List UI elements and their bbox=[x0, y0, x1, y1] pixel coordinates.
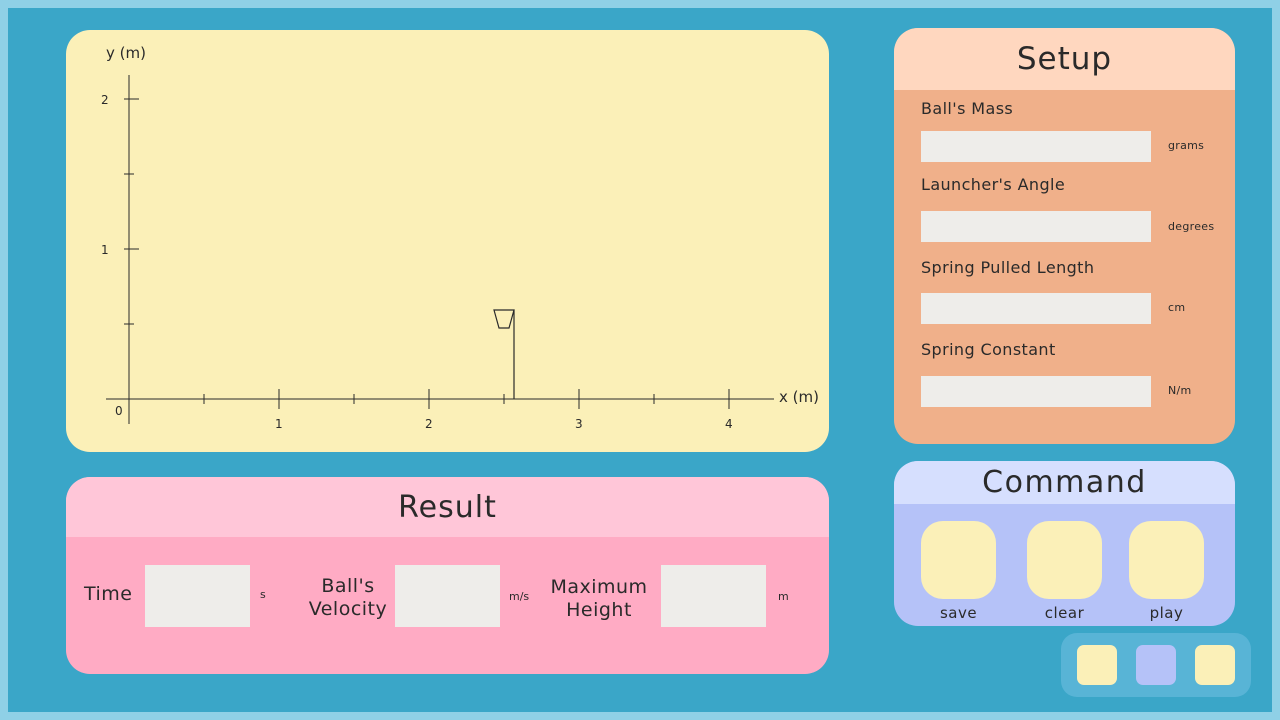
clear-button[interactable] bbox=[1027, 521, 1102, 599]
spring-length-label: Spring Pulled Length bbox=[921, 258, 1095, 277]
result-title: Result bbox=[66, 477, 829, 537]
y-axis-label: y (m) bbox=[106, 44, 146, 62]
spring-constant-input[interactable] bbox=[921, 376, 1151, 407]
clear-label: clear bbox=[1044, 604, 1085, 622]
ball-mass-unit: grams bbox=[1168, 139, 1205, 152]
result-panel: Result Time s Ball's Velocity m/s Maximu… bbox=[66, 477, 829, 674]
height-label-line1: Maximum bbox=[550, 576, 648, 598]
command-title: Command bbox=[894, 461, 1235, 504]
launcher-angle-input[interactable] bbox=[921, 211, 1151, 242]
y-ticks: 12 bbox=[101, 93, 139, 325]
spring-length-input[interactable] bbox=[921, 293, 1151, 324]
height-output bbox=[661, 565, 766, 627]
spring-constant-unit: N/m bbox=[1168, 384, 1192, 397]
height-label: Maximum Height bbox=[549, 576, 649, 622]
time-unit: s bbox=[260, 588, 266, 601]
velocity-label-line1: Ball's bbox=[321, 575, 375, 597]
y-tick-label: 2 bbox=[101, 93, 109, 107]
x-tick-label: 3 bbox=[575, 417, 583, 431]
play-label: play bbox=[1149, 604, 1184, 622]
target-basket bbox=[493, 309, 515, 399]
x-tick-label: 4 bbox=[725, 417, 733, 431]
x-ticks: 1 2 3 4 bbox=[203, 389, 733, 431]
velocity-label-line2: Velocity bbox=[308, 598, 388, 620]
command-panel: Command save clear play bbox=[894, 461, 1235, 626]
time-output bbox=[145, 565, 250, 627]
y-tick-label: 1 bbox=[101, 243, 109, 257]
time-label: Time bbox=[84, 583, 133, 605]
launcher-angle-unit: degrees bbox=[1168, 220, 1215, 233]
x-axis-label: x (m) bbox=[779, 388, 819, 406]
velocity-output bbox=[395, 565, 500, 627]
height-label-line2: Height bbox=[566, 599, 632, 621]
ball-mass-label: Ball's Mass bbox=[921, 99, 1014, 118]
mini-button-3[interactable] bbox=[1195, 645, 1235, 685]
height-unit: m bbox=[778, 590, 789, 603]
save-label: save bbox=[939, 604, 978, 622]
x-tick-label: 2 bbox=[425, 417, 433, 431]
launcher-angle-label: Launcher's Angle bbox=[921, 175, 1066, 194]
mini-button-tray bbox=[1061, 633, 1251, 697]
setup-panel: Setup Ball's Mass grams Launcher's Angle… bbox=[894, 28, 1235, 444]
origin-label: 0 bbox=[115, 404, 123, 418]
velocity-unit: m/s bbox=[509, 590, 530, 603]
save-button[interactable] bbox=[921, 521, 996, 599]
play-button[interactable] bbox=[1129, 521, 1204, 599]
spring-constant-label: Spring Constant bbox=[921, 340, 1056, 359]
ball-mass-input[interactable] bbox=[921, 131, 1151, 162]
mini-button-1[interactable] bbox=[1077, 645, 1117, 685]
mini-button-2[interactable] bbox=[1136, 645, 1176, 685]
x-tick-label: 1 bbox=[275, 417, 283, 431]
spring-length-unit: cm bbox=[1168, 301, 1186, 314]
basket-cup bbox=[493, 309, 515, 329]
velocity-label: Ball's Velocity bbox=[304, 575, 392, 621]
setup-title: Setup bbox=[894, 28, 1235, 90]
